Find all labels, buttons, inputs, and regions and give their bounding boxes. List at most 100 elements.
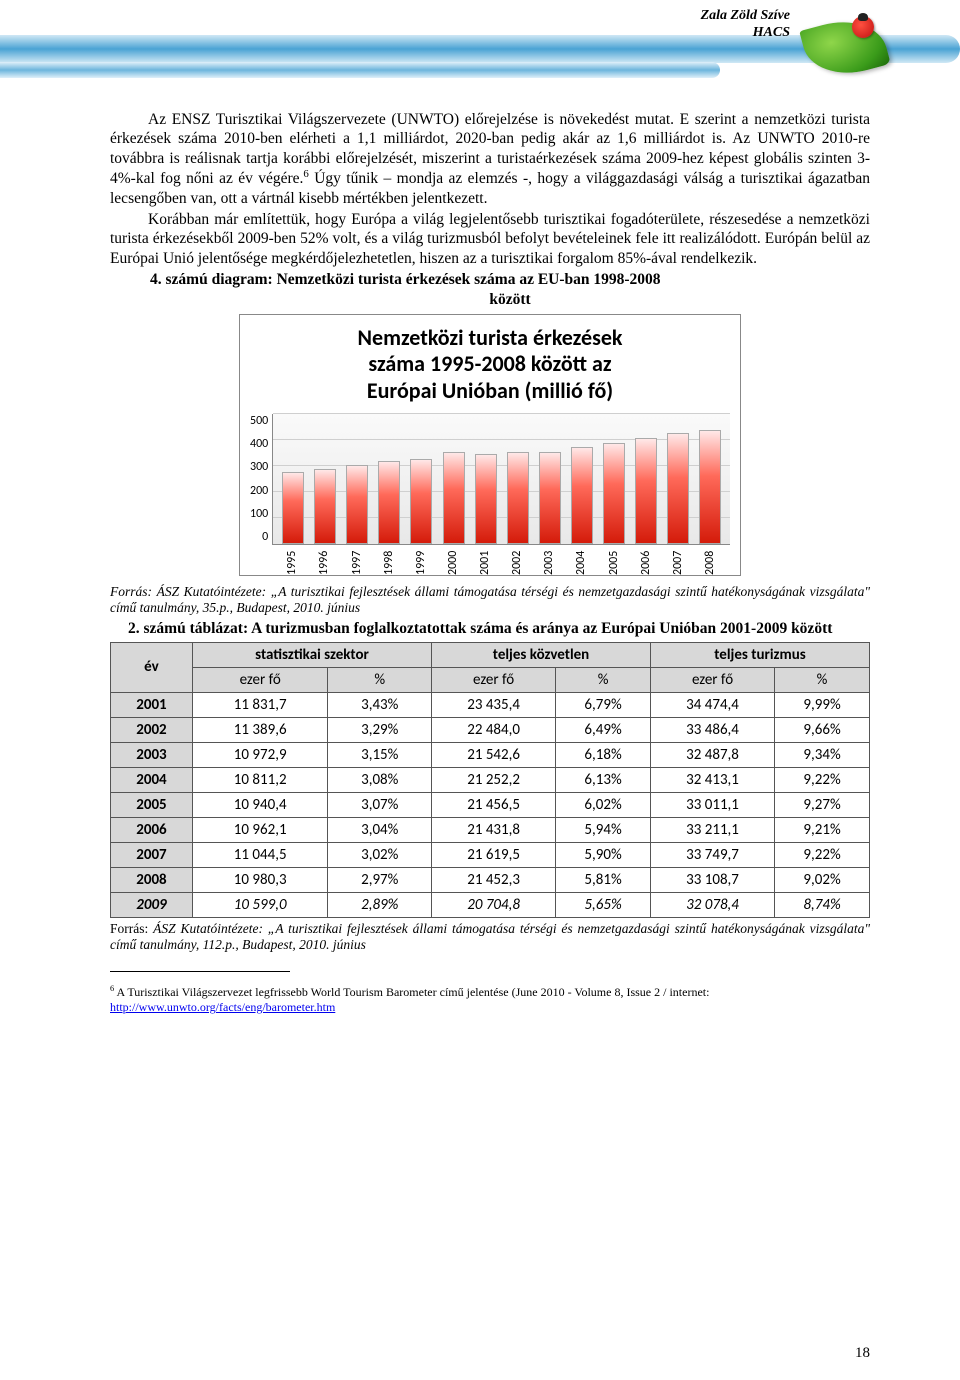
th-sub-ezer-1: ezer fő	[192, 667, 327, 692]
chart-plot-wrap: 1995199619971998199920002001200220032004…	[272, 414, 730, 569]
cell-value: 9,34%	[775, 742, 870, 767]
paragraph-2: Korábban már említettük, hogy Európa a v…	[110, 210, 870, 268]
x-tick: 2004	[574, 547, 588, 575]
cell-year: 2001	[111, 692, 193, 717]
cell-value: 9,22%	[775, 767, 870, 792]
th-sub-ezer-2: ezer fő	[432, 667, 556, 692]
cell-value: 21 619,5	[432, 842, 556, 867]
chart-area: 0100200300400500 19951996199719981999200…	[250, 414, 730, 569]
cell-value: 11 389,6	[192, 717, 327, 742]
header-line2: HACS	[753, 25, 790, 40]
cell-year: 2008	[111, 867, 193, 892]
x-tick: 1996	[317, 547, 331, 575]
cell-year: 2005	[111, 792, 193, 817]
cell-value: 21 456,5	[432, 792, 556, 817]
footnote-6: 6 A Turisztikai Világszervezet legfrisse…	[110, 984, 870, 1015]
cell-value: 11 831,7	[192, 692, 327, 717]
chart-title-l3: Európai Unióban (millió fő)	[367, 377, 613, 404]
paragraph-1: Az ENSZ Turisztikai Világszervezete (UNW…	[110, 110, 870, 208]
grid-line	[273, 413, 730, 414]
x-tick: 1995	[285, 547, 299, 575]
bar	[699, 430, 721, 544]
chart-caption-sub: között	[150, 290, 870, 309]
th-group1: statisztikai szektor	[192, 642, 431, 667]
cell-value: 21 542,6	[432, 742, 556, 767]
cell-value: 5,90%	[556, 842, 651, 867]
employment-table: év statisztikai szektor teljes közvetlen…	[110, 642, 870, 918]
cell-value: 10 962,1	[192, 817, 327, 842]
cell-value: 6,02%	[556, 792, 651, 817]
table-caption: 2. számú táblázat: A turizmusban foglalk…	[110, 619, 870, 638]
header-line1: Zala Zöld Szíve	[701, 8, 790, 23]
cell-year: 2009	[111, 892, 193, 917]
bar	[571, 447, 593, 544]
x-tick: 2006	[639, 547, 653, 575]
table-body: 200111 831,73,43%23 435,46,79%34 474,49,…	[111, 692, 870, 917]
x-tick: 2003	[542, 547, 556, 575]
leaf-icon	[799, 11, 891, 85]
grid-line	[273, 439, 730, 440]
chart-title: Nemzetközi turista érkezések száma 1995-…	[250, 325, 730, 404]
y-tick: 200	[250, 484, 268, 498]
cell-value: 22 484,0	[432, 717, 556, 742]
table-row: 200810 980,32,97%21 452,35,81%33 108,79,…	[111, 867, 870, 892]
cell-value: 33 486,4	[651, 717, 775, 742]
y-tick: 500	[250, 414, 268, 428]
bar	[603, 443, 625, 544]
x-tick: 1999	[414, 547, 428, 575]
chart-y-axis: 0100200300400500	[250, 414, 272, 544]
cell-value: 21 252,2	[432, 767, 556, 792]
content: Az ENSZ Turisztikai Világszervezete (UNW…	[110, 110, 870, 1015]
y-tick: 100	[250, 507, 268, 521]
bar	[475, 454, 497, 544]
th-group3: teljes turizmus	[651, 642, 870, 667]
cell-value: 20 704,8	[432, 892, 556, 917]
page-number: 18	[855, 1345, 870, 1362]
bar	[410, 459, 432, 544]
x-tick: 2005	[607, 547, 621, 575]
x-tick: 1997	[350, 547, 364, 575]
cell-value: 10 972,9	[192, 742, 327, 767]
bar	[539, 452, 561, 544]
table-row: 200310 972,93,15%21 542,66,18%32 487,89,…	[111, 742, 870, 767]
chart-caption: 4. számú diagram: Nemzetközi turista érk…	[150, 270, 870, 309]
cell-value: 8,74%	[775, 892, 870, 917]
table-row: 200910 599,02,89%20 704,85,65%32 078,48,…	[111, 892, 870, 917]
cell-value: 9,27%	[775, 792, 870, 817]
chart-x-axis: 1995199619971998199920002001200220032004…	[272, 545, 730, 575]
cell-value: 5,65%	[556, 892, 651, 917]
cell-value: 33 749,7	[651, 842, 775, 867]
cell-value: 33 211,1	[651, 817, 775, 842]
para2-text: Korábban már említettük, hogy Európa a v…	[110, 211, 870, 267]
cell-year: 2002	[111, 717, 193, 742]
logo-leaf-icon	[800, 10, 890, 80]
bar	[346, 465, 368, 544]
cell-value: 6,18%	[556, 742, 651, 767]
table-row: 200211 389,63,29%22 484,06,49%33 486,49,…	[111, 717, 870, 742]
cell-value: 33 108,7	[651, 867, 775, 892]
header-stripe-2	[0, 62, 720, 78]
cell-value: 3,43%	[328, 692, 432, 717]
cell-value: 2,89%	[328, 892, 432, 917]
bar	[443, 452, 465, 544]
y-tick: 0	[250, 530, 268, 544]
chart-source: Forrás: ÁSZ Kutatóintézete: „A turisztik…	[110, 584, 870, 616]
bar	[635, 438, 657, 544]
cell-value: 6,13%	[556, 767, 651, 792]
footnote-link[interactable]: http://www.unwto.org/facts/eng/barometer…	[110, 1000, 335, 1014]
cell-value: 32 078,4	[651, 892, 775, 917]
th-group2: teljes közvetlen	[432, 642, 651, 667]
x-tick: 2000	[446, 547, 460, 575]
cell-value: 33 011,1	[651, 792, 775, 817]
cell-value: 2,97%	[328, 867, 432, 892]
cell-value: 10 940,4	[192, 792, 327, 817]
cell-value: 3,15%	[328, 742, 432, 767]
th-sub-pct-2: %	[556, 667, 651, 692]
table-source-ital: ÁSZ Kutatóintézete: „A turisztikai fejle…	[110, 921, 870, 952]
bar	[314, 469, 336, 544]
cell-value: 3,02%	[328, 842, 432, 867]
y-tick: 300	[250, 460, 268, 474]
cell-value: 6,49%	[556, 717, 651, 742]
chart-title-l1: Nemzetközi turista érkezések	[358, 324, 623, 351]
table-row: 200410 811,23,08%21 252,26,13%32 413,19,…	[111, 767, 870, 792]
